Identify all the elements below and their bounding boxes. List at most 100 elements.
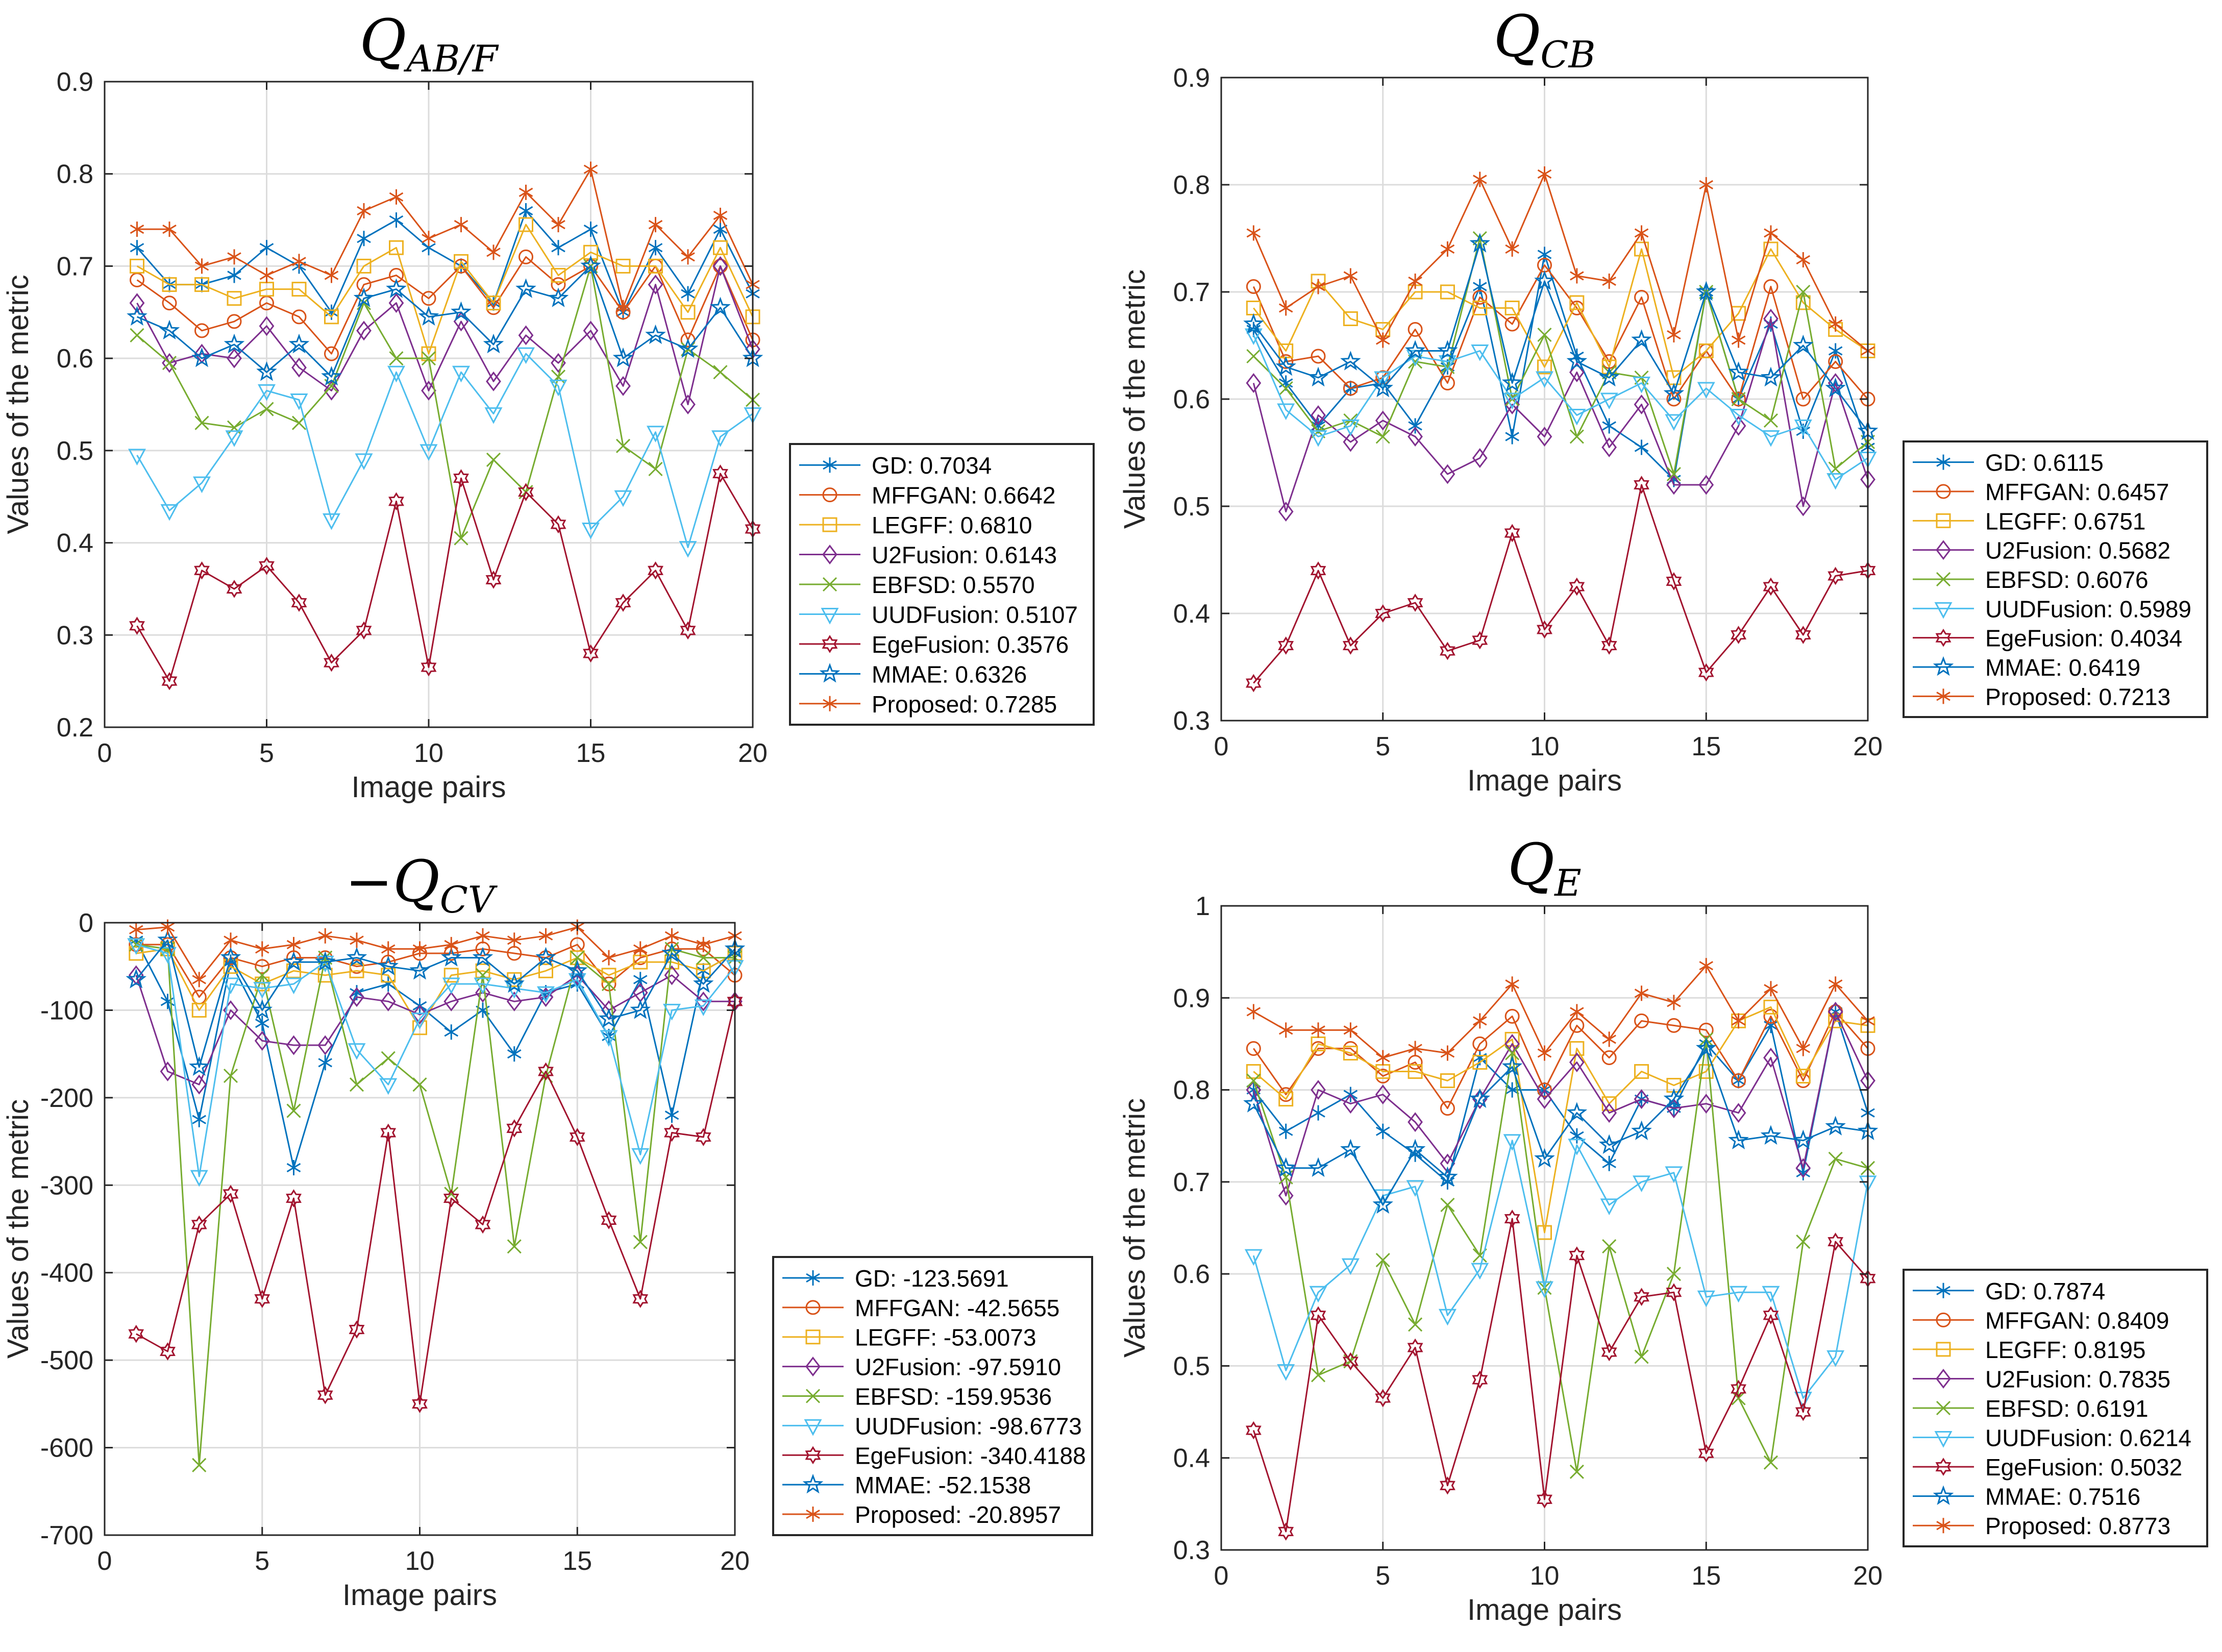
legend-item: EBFSD: -159.9536	[782, 1384, 1052, 1410]
data-point	[1440, 1197, 1455, 1212]
data-point	[581, 522, 600, 539]
series-egefusion	[128, 992, 743, 1413]
legend-item: GD: -123.5691	[782, 1265, 1009, 1292]
data-point	[569, 1128, 585, 1146]
data-point	[1278, 1522, 1294, 1541]
y-tick-label: 0	[79, 908, 93, 938]
data-point	[160, 1061, 176, 1081]
data-point	[1696, 281, 1717, 301]
data-point	[1763, 1306, 1779, 1325]
data-point	[1246, 279, 1261, 294]
data-point	[409, 960, 430, 980]
data-point	[1569, 295, 1585, 310]
data-point	[254, 1030, 270, 1051]
legend-label: U2Fusion: 0.7835	[1985, 1366, 2170, 1392]
data-point	[1602, 274, 1616, 289]
data-point	[1246, 1080, 1262, 1100]
series-egefusion	[129, 464, 761, 691]
data-point	[1699, 177, 1714, 192]
legend-label: UUDFusion: -98.6773	[855, 1413, 1082, 1439]
data-point	[475, 968, 490, 982]
data-point	[1667, 995, 1681, 1010]
data-point	[291, 357, 307, 378]
data-point	[1440, 241, 1455, 257]
data-point	[1472, 301, 1488, 315]
data-point	[616, 300, 630, 315]
data-point	[1796, 1234, 1811, 1249]
data-point	[1634, 394, 1649, 414]
data-point	[535, 947, 556, 967]
x-tick-label: 0	[97, 1546, 112, 1576]
data-point	[227, 348, 242, 368]
data-point	[441, 947, 462, 967]
data-point	[349, 1320, 365, 1339]
series-line	[1252, 1047, 1868, 1206]
x-tick-label: 10	[1530, 1561, 1560, 1591]
data-point	[633, 1235, 648, 1249]
data-point	[632, 1290, 649, 1308]
series-proposed	[130, 161, 760, 315]
data-point	[1666, 1267, 1681, 1281]
series-line	[1252, 173, 1868, 352]
legend-marker	[823, 696, 837, 711]
legend-marker	[822, 545, 837, 565]
data-point	[1534, 1148, 1555, 1168]
series-proposed	[1246, 958, 1875, 1066]
y-tick-label: 0.5	[1173, 1351, 1210, 1381]
data-point	[1731, 1391, 1746, 1406]
data-point	[1569, 1041, 1585, 1056]
data-point	[1569, 577, 1585, 596]
legend: GD: 0.7874 MFFGAN: 0.8409 LEGFF: 0.8195 U2F…	[1903, 1269, 2208, 1547]
legend-label: MFFGAN: 0.6457	[1985, 479, 2169, 505]
data-point	[1341, 420, 1360, 436]
data-point	[1828, 1151, 1843, 1166]
legend-marker	[1935, 628, 1952, 647]
data-point	[1795, 1069, 1811, 1084]
legend-label: LEGFF: 0.6751	[1985, 508, 2146, 534]
data-point	[324, 653, 339, 672]
data-point	[255, 941, 269, 957]
x-tick-label: 10	[414, 738, 443, 768]
data-point	[614, 490, 632, 507]
legend-marker	[805, 1329, 821, 1345]
y-tick-label: -100	[40, 996, 93, 1025]
data-point	[516, 347, 535, 364]
data-point	[317, 1035, 333, 1055]
data-point	[1501, 372, 1523, 392]
data-point	[1343, 1045, 1358, 1061]
data-point	[693, 973, 714, 993]
chart-title: QCB	[1494, 4, 1596, 76]
chart-panel-2: 0 5 10 15 20 0.3 0.4 0.5 0.6 0.7 0.8 0.9 Image pairs…	[1118, 4, 2208, 797]
data-point	[680, 621, 696, 640]
data-point	[291, 594, 307, 612]
data-point	[194, 277, 209, 292]
series-line	[1253, 965, 1869, 1058]
data-point	[1278, 1092, 1294, 1107]
data-point	[1731, 1013, 1746, 1029]
data-point	[1469, 233, 1491, 253]
data-point	[324, 380, 339, 401]
data-point	[631, 1148, 650, 1165]
x-tick-label: 10	[1530, 732, 1560, 761]
data-point	[1472, 1036, 1488, 1051]
data-point	[1473, 1013, 1487, 1029]
data-point	[1246, 1004, 1261, 1020]
data-point	[452, 365, 471, 383]
legend-label: U2Fusion: -97.5910	[855, 1354, 1061, 1380]
data-point	[1828, 1001, 1843, 1022]
data-point	[615, 594, 631, 612]
legend-item: MMAE: -52.1538	[782, 1472, 1031, 1498]
legend-label: MMAE: 0.6326	[872, 661, 1027, 687]
data-point	[1246, 1073, 1261, 1088]
data-point	[190, 1170, 208, 1187]
data-point	[600, 1030, 618, 1047]
data-point	[548, 287, 569, 307]
series-mmae	[1243, 1038, 1879, 1214]
data-point	[1404, 1139, 1426, 1158]
x-tick-label: 10	[405, 1546, 435, 1576]
y-tick-label: -300	[40, 1171, 93, 1200]
series-line	[136, 265, 754, 405]
data-point	[633, 941, 648, 957]
data-point	[1698, 663, 1714, 682]
series-mmae	[127, 255, 763, 386]
